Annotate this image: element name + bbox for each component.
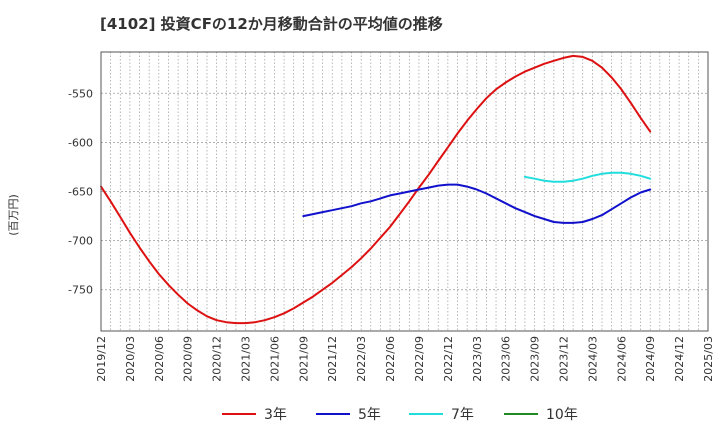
x-tick-label: 2024/12: [673, 336, 686, 382]
x-tick-label: 2025/03: [702, 336, 715, 382]
x-tick-label: 2024/06: [615, 336, 628, 382]
series-line-1: [302, 183, 652, 224]
x-tick-label: 2020/06: [153, 336, 166, 382]
series-line-2: [523, 171, 652, 183]
legend-label: 7年: [451, 407, 474, 423]
x-tick-label: 2020/12: [211, 336, 224, 382]
x-tick-label: 2020/09: [182, 336, 195, 382]
legend: 3年 5年 7年 10年: [222, 407, 578, 423]
y-axis-ticks: -550 -600 -650 -700 -750: [68, 87, 93, 296]
y-tick-label: -600: [68, 136, 93, 149]
legend-label: 10年: [546, 407, 578, 423]
y-tick-label: -550: [68, 87, 93, 100]
x-tick-label: 2024/09: [644, 336, 657, 382]
x-tick-label: 2021/12: [326, 336, 339, 382]
x-tick-label: 2021/06: [268, 336, 281, 382]
x-tick-label: 2022/12: [442, 336, 455, 382]
x-tick-label: 2023/12: [557, 336, 570, 382]
plot-frame: [100, 51, 709, 332]
x-tick-label: 2024/03: [586, 336, 599, 382]
y-axis-label: (百万円): [7, 194, 20, 236]
x-tick-label: 2021/03: [240, 336, 253, 382]
legend-label: 5年: [358, 407, 381, 423]
x-tick-label: 2022/06: [384, 336, 397, 382]
x-tick-label: 2023/06: [500, 336, 513, 382]
x-tick-label: 2022/09: [413, 336, 426, 382]
grid: [101, 52, 708, 331]
chart-title: [4102] 投資CFの12か月移動合計の平均値の推移: [100, 15, 443, 33]
y-tick-label: -650: [68, 186, 93, 199]
y-tick-label: -700: [68, 235, 93, 248]
x-tick-label: 2023/03: [471, 336, 484, 382]
x-tick-label: 2019/12: [95, 336, 108, 382]
x-tick-label: 2020/03: [124, 336, 137, 382]
y-tick-label: -750: [68, 284, 93, 297]
x-tick-label: 2022/03: [355, 336, 368, 382]
x-tick-label: 2023/09: [529, 336, 542, 382]
x-tick-label: 2021/09: [297, 336, 310, 382]
legend-label: 3年: [264, 407, 287, 423]
x-axis-ticks: 2019/12 2020/03 2020/06 2020/09 2020/12 2021/…: [95, 336, 715, 382]
series-line-0: [100, 54, 652, 325]
series-lines: [100, 54, 652, 325]
